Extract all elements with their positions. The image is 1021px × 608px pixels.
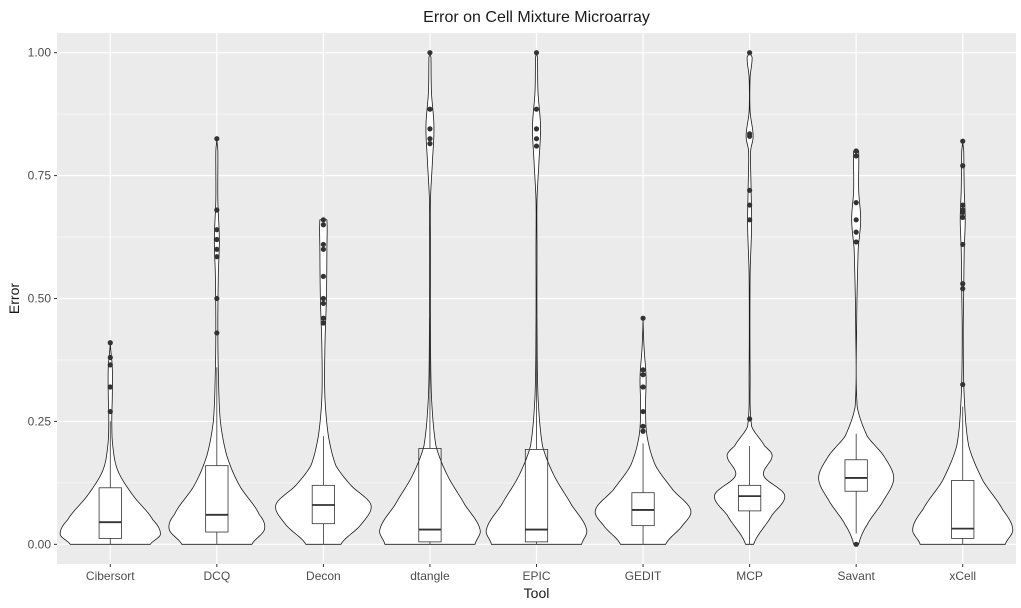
outlier-point [427, 50, 433, 56]
x-tick-label: Savant [837, 569, 875, 583]
outlier-point [853, 148, 859, 154]
outlier-point [107, 340, 113, 346]
outlier-point [427, 126, 433, 132]
x-tick-label: GEDIT [625, 569, 662, 583]
x-tick-label: EPIC [522, 569, 550, 583]
y-tick-label: 0.00 [28, 537, 52, 551]
box-iqr [524, 449, 549, 543]
x-tick-label: DCQ [203, 569, 230, 583]
x-axis-title: Tool [524, 585, 550, 601]
outlier-point [747, 187, 753, 193]
outlier-point [853, 200, 859, 206]
box-iqr [418, 448, 442, 543]
outlier-point [214, 254, 220, 260]
outlier-point [320, 300, 326, 307]
outlier-point [960, 202, 966, 208]
outlier-point [747, 202, 753, 208]
x-tick-label: Decon [306, 569, 341, 583]
outlier-point [960, 163, 966, 169]
outlier-point [960, 286, 966, 292]
boxplots [98, 318, 975, 545]
outlier-point [853, 541, 859, 547]
outlier-point [107, 362, 113, 368]
y-tick-label: 0.50 [28, 292, 52, 306]
x-tick-label: xCell [949, 569, 976, 583]
outlier-point [107, 384, 113, 390]
box-iqr [98, 487, 122, 539]
outlier-point [107, 354, 113, 361]
y-axis-ticks: 0.00 0.25 0.50 0.75 1.00 [28, 46, 57, 551]
outlier-point [960, 381, 966, 388]
outlier-points [107, 50, 966, 547]
outlier-point [320, 217, 326, 223]
y-tick-label: 1.00 [28, 46, 52, 60]
outlier-point [853, 229, 859, 235]
outlier-point [747, 416, 753, 422]
outlier-point [214, 330, 220, 336]
x-axis-ticks: Cibersort DCQ Decon dtangle EPIC GEDIT MCP Sava… [86, 564, 976, 583]
x-tick-label: MCP [736, 569, 763, 583]
outlier-point [320, 320, 326, 326]
outlier-point [427, 136, 433, 142]
outlier-point [533, 106, 540, 112]
outlier-point [214, 295, 220, 302]
outlier-point [747, 131, 753, 137]
outlier-point [427, 106, 433, 112]
outlier-point [853, 217, 859, 223]
y-axis-title: Error [6, 283, 22, 314]
box-iqr [738, 484, 762, 512]
outlier-point [640, 384, 646, 390]
y-tick-label: 0.75 [28, 169, 52, 183]
outlier-point [747, 217, 753, 223]
outlier-point [640, 423, 646, 429]
outlier-point [640, 372, 646, 378]
outlier-point [320, 315, 326, 321]
outlier-point [214, 236, 220, 243]
outlier-point [320, 241, 326, 248]
outlier-point [427, 141, 433, 147]
outlier-point [960, 281, 966, 287]
outlier-point [640, 367, 646, 373]
outlier-point [214, 246, 220, 252]
x-tick-label: Cibersort [86, 569, 135, 583]
outlier-point [640, 408, 646, 415]
outlier-point [747, 50, 753, 56]
outlier-point [640, 315, 646, 321]
outlier-point [320, 246, 326, 252]
outlier-point [320, 222, 326, 228]
box-iqr [844, 459, 868, 492]
outlier-point [960, 138, 966, 144]
outlier-point [320, 273, 326, 279]
outlier-point [214, 207, 220, 213]
box-iqr [951, 480, 975, 539]
outlier-point [533, 126, 540, 132]
outlier-point [960, 241, 966, 248]
outlier-point [533, 143, 540, 149]
chart-title: Error on Cell Mixture Microarray [423, 9, 650, 26]
outlier-point [960, 207, 966, 213]
outlier-point [107, 408, 113, 415]
outlier-point [533, 50, 540, 56]
outlier-point [214, 136, 220, 142]
outlier-point [960, 214, 966, 220]
outlier-point [320, 295, 326, 302]
outlier-point [214, 227, 220, 233]
outlier-point [640, 428, 646, 434]
outlier-point [533, 136, 540, 142]
y-tick-label: 0.25 [28, 414, 52, 428]
outlier-point [853, 239, 859, 245]
x-tick-label: dtangle [410, 569, 450, 583]
outlier-point [853, 153, 859, 159]
box-iqr [205, 465, 229, 533]
